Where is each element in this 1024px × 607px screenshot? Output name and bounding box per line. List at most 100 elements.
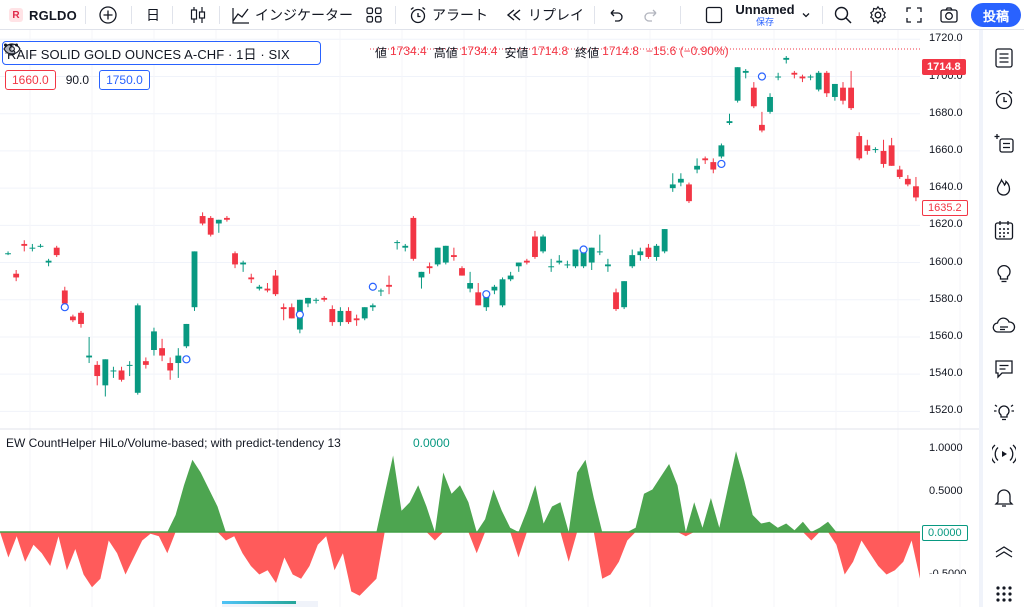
redo-icon [641, 5, 661, 25]
calendar-icon[interactable] [990, 216, 1018, 244]
candle-body [110, 370, 117, 372]
candle-body [191, 251, 198, 308]
indicator-zero-tag: 0.0000 [922, 525, 968, 541]
candle-body [86, 355, 93, 358]
candle-body [572, 249, 579, 267]
candle-body [864, 145, 871, 151]
candle-body [232, 253, 238, 265]
collapse-chevrons-icon[interactable] [990, 538, 1018, 566]
indicator-axis-label: 1.0000 [929, 442, 963, 454]
candle-body [426, 266, 433, 269]
candle-body [872, 149, 879, 151]
alarm-clock-icon[interactable] [990, 86, 1018, 114]
candle-body [613, 292, 619, 310]
compare-symbol-button[interactable] [98, 0, 118, 30]
layout-menu-button[interactable] [800, 0, 812, 30]
symbol-search-button[interactable]: R RGLDO [9, 0, 77, 30]
candle-body [199, 216, 206, 224]
param-high[interactable]: 1750.0 [99, 70, 150, 90]
replay-label: リプレイ [528, 7, 584, 23]
chat-cloud-icon[interactable] [990, 313, 1018, 341]
snapshot-button[interactable] [939, 0, 959, 30]
sidebar-divider [979, 30, 983, 607]
layout-name-button[interactable]: Unnamed 保存 [735, 0, 795, 30]
toolbar-divider [131, 6, 132, 24]
replay-button[interactable]: リプレイ [504, 0, 584, 30]
chat-bubble-icon[interactable] [990, 355, 1018, 383]
templates-button[interactable] [364, 0, 384, 30]
indicator-axis-label: -0.5000 [929, 568, 967, 574]
candle-body [507, 275, 514, 280]
candle-body [53, 247, 60, 256]
candle-body [280, 307, 287, 310]
candle-body [556, 260, 563, 263]
object-tree-icon[interactable] [990, 129, 1018, 157]
candle-body [37, 245, 44, 247]
square-icon [704, 5, 724, 25]
interval-button[interactable]: 日 [146, 0, 160, 30]
chart-pane[interactable]: RAIF SOLID GOLD OUNCES A-CHF · 1日 · SIX … [0, 30, 979, 607]
indicators-button[interactable]: インジケーター [231, 0, 353, 30]
toolbar-divider [219, 6, 220, 24]
indicator-title[interactable]: EW CountHelper HiLo/Volume-based; with p… [6, 436, 341, 450]
search-button[interactable] [833, 0, 853, 30]
candle-body [523, 260, 530, 263]
candle-body [29, 247, 36, 249]
candle-body [288, 307, 295, 319]
candle-body [94, 364, 101, 377]
pivot-marker [482, 290, 491, 299]
hotlist-flame-icon[interactable] [990, 172, 1018, 200]
pivot-marker [757, 72, 767, 81]
candle-body [499, 279, 506, 306]
candle-body [734, 67, 741, 101]
toolbar-divider [85, 6, 86, 24]
ideas-lightbulb-icon[interactable] [990, 259, 1018, 287]
candle-body [564, 264, 571, 266]
candle-body [718, 145, 725, 157]
apps-grid-icon[interactable] [990, 580, 1018, 607]
layout-name: Unnamed [735, 2, 795, 17]
candle-body [621, 281, 628, 308]
fullscreen-button[interactable] [904, 0, 924, 30]
price-chart-canvas[interactable] [0, 30, 979, 607]
candle-body [532, 236, 538, 257]
alarm-clock-icon [408, 5, 428, 25]
post-button[interactable]: 投稿 [971, 3, 1021, 27]
candle-body [580, 249, 587, 267]
ohlc-close-value: 1714.8 [602, 44, 639, 58]
layout-checkbox[interactable] [704, 0, 724, 30]
candle-body [142, 361, 149, 365]
candle-body [588, 247, 595, 263]
candle-body [775, 76, 782, 78]
tips-lightbulb-icon[interactable] [990, 397, 1018, 425]
param-low[interactable]: 1660.0 [5, 70, 56, 90]
toolbar-divider [594, 6, 595, 24]
pivot-marker [60, 303, 69, 312]
candle-body [483, 294, 490, 308]
bottom-panel-tab[interactable] [222, 601, 318, 607]
undo-button[interactable] [606, 0, 626, 30]
grid-icon [364, 5, 384, 25]
chart-type-button[interactable] [188, 0, 208, 30]
alert-button[interactable]: アラート [408, 0, 488, 30]
pivot-marker [579, 245, 588, 254]
settings-button[interactable] [868, 0, 888, 30]
indicator-axis-label: 0.5000 [929, 485, 963, 497]
notifications-bell-icon[interactable] [990, 483, 1018, 511]
redo-button[interactable] [641, 0, 661, 30]
candle-body [305, 297, 311, 304]
candle-body [159, 348, 165, 356]
candle-body [313, 299, 320, 301]
candle-body [329, 309, 336, 323]
broadcast-icon[interactable] [990, 440, 1018, 468]
price-axis-label: 1580.0 [929, 292, 963, 305]
search-icon [833, 5, 853, 25]
undo-icon [606, 5, 626, 25]
candle-body [791, 72, 798, 75]
candle-body [78, 312, 84, 324]
candle-body [167, 363, 174, 371]
symbol-legend[interactable]: RAIF SOLID GOLD OUNCES A-CHF · 1日 · SIX [2, 41, 321, 65]
candle-body [69, 316, 76, 321]
watchlist-icon[interactable] [990, 44, 1018, 72]
candle-body [207, 217, 214, 235]
